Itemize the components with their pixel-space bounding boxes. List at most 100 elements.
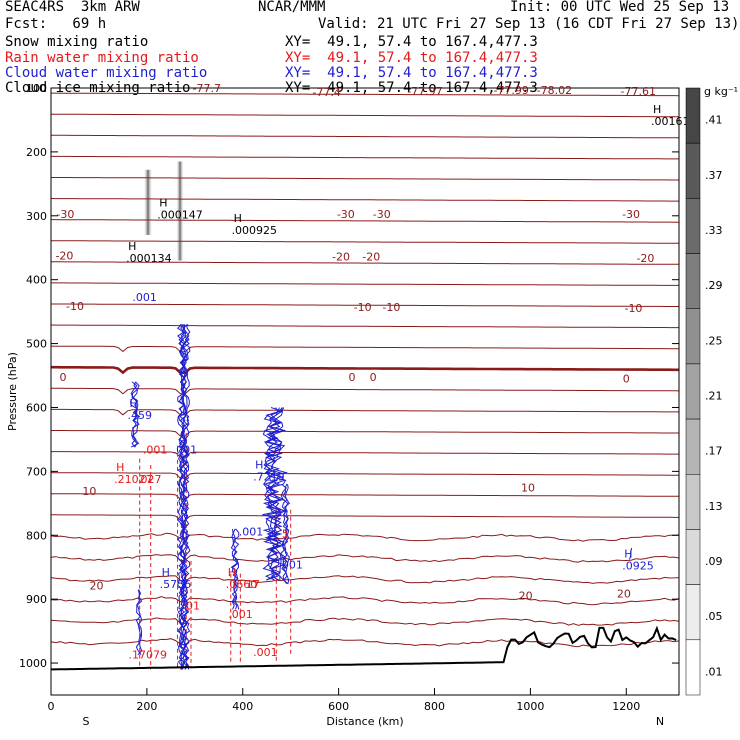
cloud-water-contour [629, 547, 633, 560]
top-temperature-label: -78.02 [537, 84, 572, 97]
colorbar-label: .05 [705, 610, 723, 623]
maximum-value-label: .000147 [157, 209, 203, 222]
rain-contours [139, 433, 292, 670]
isotherm-label: -20 [636, 252, 654, 265]
y-tick-label: 600 [26, 401, 47, 414]
snow-column [176, 161, 184, 261]
cloud-water-contour [266, 407, 289, 581]
colorbar-label: .41 [705, 114, 723, 127]
isotherm-label: -30 [373, 208, 391, 221]
cloud-water-contour [181, 323, 190, 670]
maximum-marker: H [116, 461, 124, 474]
plot-border [50, 87, 680, 696]
colorbar-swatch [685, 584, 701, 641]
y-tick-label: 500 [26, 338, 47, 351]
maximum-value-label: .000925 [232, 224, 278, 237]
colorbar-label: .21 [705, 390, 723, 403]
maximum-value-label: 027 [140, 473, 161, 486]
cloud-water-contour [230, 528, 238, 610]
isotherm-line [50, 554, 680, 563]
y-tick-label: 300 [26, 210, 47, 223]
x-axis-label: Distance (km) [326, 715, 403, 728]
maximum-value-label: .459 [128, 409, 153, 422]
maximum-marker: H [255, 458, 263, 471]
isotherm-label: -30 [56, 208, 74, 221]
org-label: NCAR/MMM [258, 0, 326, 15]
x-tick-label: 1200 [612, 700, 640, 713]
maximum-value-label: 5 [282, 527, 289, 540]
colorbar-swatch [685, 87, 701, 144]
x-tick-label: 400 [232, 700, 253, 713]
maximum-value-label: .17079 [128, 649, 167, 662]
isotherm-line [51, 219, 679, 223]
x-tick-label: 0 [48, 700, 55, 713]
cloud-water-contours [130, 323, 633, 670]
snow-shading [143, 161, 184, 261]
maximum-value-label: .0925 [622, 559, 654, 572]
isotherm-line [51, 155, 679, 160]
isotherm-label: -20 [332, 251, 350, 264]
model-label: SEAC4RS 3km ARW [5, 0, 140, 15]
maximum-value-label: 001 [282, 559, 303, 572]
isotherm-label: -10 [624, 302, 642, 315]
maximum-marker: H [234, 212, 242, 225]
maximum-marker: H [228, 566, 236, 579]
terrain-line [51, 625, 677, 671]
isotherm-line [50, 617, 680, 626]
endpoint-left: S [83, 715, 90, 728]
maximum-marker: H [159, 197, 167, 210]
x-tick-label: 1000 [516, 700, 544, 713]
fcst-label: Fcst: 69 h [5, 16, 107, 32]
field-xy-rain: XY= 49.1, 57.4 to 167.4,477.3 [285, 50, 538, 66]
isotherm-label: -10 [354, 301, 372, 314]
isotherm-label: 0 [370, 371, 377, 384]
top-temperature-label: -77.99 [493, 84, 528, 97]
isotherm-label: -30 [622, 208, 640, 221]
isotherm-label: -20 [362, 251, 380, 264]
colorbar-label: .13 [705, 500, 723, 513]
field-label-snow: Snow mixing ratio [5, 34, 149, 50]
colorbar-swatch [685, 639, 701, 696]
field-xy-cloudwater: XY= 49.1, 57.4 to 167.4,477.3 [285, 65, 538, 81]
top-temperature-label: -77.61 [621, 85, 656, 98]
isotherm-line [51, 430, 679, 437]
isotherm-line [51, 303, 679, 307]
colorbar-swatch [685, 308, 701, 365]
field-label-rain: Rain water mixing ratio [5, 50, 199, 66]
isotherm-label: 0 [623, 373, 630, 386]
maximum-value-label: .001 [228, 608, 253, 621]
isotherm-label: 20 [519, 589, 533, 602]
isotherm-line [50, 596, 680, 606]
colorbar-swatch [685, 418, 701, 475]
y-tick-label: 900 [26, 593, 47, 606]
isotherm-label: -10 [382, 301, 400, 314]
snow-column [143, 169, 153, 235]
chart-labels: -30 -30 -30-30-20 -20 -20 -20-10 -10 -10 -100 0 0 0… [55, 82, 689, 662]
y-tick-label: 700 [26, 465, 47, 478]
isotherm-line [50, 198, 679, 202]
field-xy-snow: XY= 49.1, 57.4 to 167.4,477.3 [285, 34, 538, 50]
colorbar-label: .01 [705, 665, 723, 678]
maximum-marker: H [653, 103, 661, 116]
isotherm-label: 10 [521, 481, 535, 494]
cloud-water-contour [280, 483, 289, 585]
isotherm-label: -10 [66, 300, 84, 313]
colorbar-label: .37 [705, 169, 723, 182]
cloud-water-contour [281, 483, 290, 584]
endpoint-right: N [656, 715, 664, 728]
top-temperature-label: -77.4 [312, 86, 340, 99]
maximum-value-label: .0660 [226, 578, 257, 591]
isotherm-label: -20 [55, 249, 73, 262]
colorbar-label: .33 [705, 224, 723, 237]
cloud-water-contour [176, 324, 185, 670]
maximum-value-label: .21027 [114, 473, 153, 486]
terrain-line-path [51, 625, 677, 671]
colorbar-label: .25 [705, 334, 723, 347]
valid-label: Valid: 21 UTC Fri 27 Sep 13 (16 CDT Fri … [318, 16, 740, 32]
maximum-value-label: 01 [186, 600, 200, 613]
cloud-water-contour [135, 589, 142, 656]
maximum-value-label: .001 [239, 525, 264, 538]
x-tick-label: 800 [424, 700, 445, 713]
isotherm-line [51, 451, 679, 458]
isotherm-line [50, 638, 680, 648]
